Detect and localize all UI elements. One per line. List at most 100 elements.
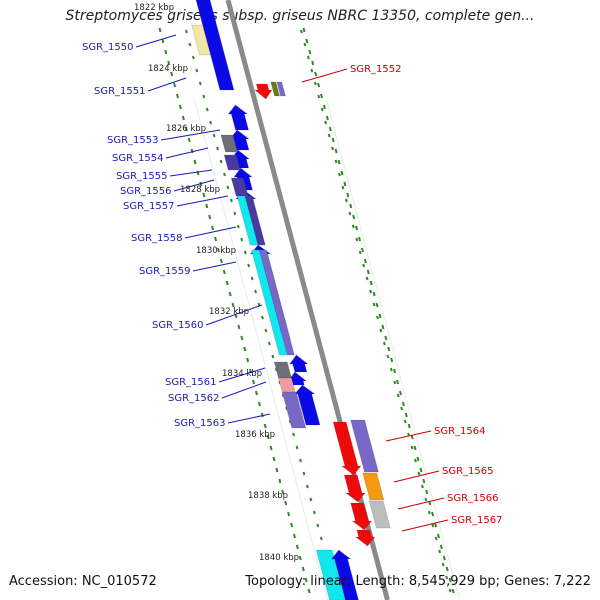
leader-line [385, 430, 432, 442]
tick [190, 148, 194, 154]
ruler-label: 1840 kbp [259, 553, 299, 563]
tick [198, 81, 202, 86]
tick [263, 423, 267, 429]
tick [254, 289, 258, 294]
tick [434, 522, 438, 528]
tick [229, 198, 233, 203]
tick [393, 368, 397, 374]
tick [448, 588, 452, 593]
gene-label-left: SGR_1554 [112, 153, 164, 164]
tick [427, 510, 431, 515]
ruler-label: 1828 kbp [180, 185, 220, 195]
tick [379, 328, 383, 333]
tick [348, 211, 352, 216]
gene-sgr-1552 [253, 83, 273, 100]
tick [305, 484, 309, 489]
tick [184, 126, 188, 132]
tick [185, 29, 188, 34]
gene-sgr-1551-block [195, 0, 235, 91]
ruler-label: 1834 kbp [222, 369, 262, 379]
tick [382, 341, 386, 346]
tick [346, 192, 350, 198]
tick [396, 379, 400, 385]
ruler-label: 1836 kbp [235, 430, 275, 440]
tick [312, 510, 316, 515]
tick [401, 401, 405, 407]
tick [308, 49, 312, 55]
tick [178, 104, 182, 110]
tick [338, 172, 341, 177]
lane-boundary [194, 99, 328, 600]
tick [164, 49, 168, 55]
tick [161, 38, 165, 44]
tick [360, 247, 364, 253]
map-title: Streptomyces griseus subsp. griseus NBRC… [65, 8, 535, 24]
tick [341, 185, 345, 190]
gene-sgr-1566 [350, 502, 373, 531]
tick [302, 471, 306, 476]
tick [325, 115, 329, 121]
tick [416, 456, 420, 462]
tick [317, 82, 321, 88]
leader-line [160, 129, 221, 141]
accession-text: Accession: NC_010572 [9, 574, 157, 589]
tick [434, 536, 438, 541]
tick [223, 172, 226, 177]
tick [431, 523, 435, 528]
gene-label-left: SGR_1553 [107, 135, 159, 146]
gene-purple-1563 [281, 391, 307, 429]
tick [314, 71, 318, 77]
tick [257, 401, 261, 407]
tick [287, 511, 291, 517]
tick-marks [158, 27, 455, 594]
tick [176, 93, 180, 99]
gene-sgr-1561 [288, 354, 310, 373]
tick [243, 346, 247, 352]
tick [358, 236, 362, 242]
tick [240, 335, 244, 341]
tick [211, 225, 215, 231]
tick [352, 214, 356, 220]
tick [375, 302, 379, 308]
tick [299, 458, 302, 463]
gene-sgr-1553 [227, 104, 250, 131]
tick [396, 393, 400, 398]
gene-orange-1565 [362, 472, 385, 501]
tick [420, 484, 424, 489]
leader-line [401, 519, 449, 532]
tick [327, 133, 331, 138]
gene-sgr-1565 [343, 474, 367, 503]
tick [376, 315, 379, 320]
tick [320, 93, 324, 99]
tick [236, 224, 240, 229]
tick [320, 107, 324, 112]
tick [181, 115, 185, 121]
tick [378, 313, 382, 319]
tick [191, 55, 195, 60]
tick [304, 577, 308, 583]
leader-line [393, 470, 440, 483]
gene-label-left: SGR_1556 [120, 186, 172, 197]
gene-label-right: SGR_1552 [350, 64, 402, 75]
tick [322, 104, 326, 110]
tick [334, 148, 338, 154]
gene-label-left: SGR_1555 [116, 171, 168, 182]
lane-boundary [326, 99, 460, 600]
tick [228, 291, 232, 297]
tick [324, 120, 328, 125]
ruler-label: 1838 kbp [248, 491, 288, 501]
tick [417, 471, 421, 476]
gene-olive-1552 [270, 81, 281, 97]
tick [212, 133, 216, 138]
tick [216, 247, 220, 253]
tick [313, 81, 317, 86]
tick [272, 456, 276, 462]
ruler-label: 1826 kbp [166, 124, 206, 134]
tick [275, 467, 279, 473]
tick [331, 146, 335, 151]
leader-line [184, 226, 237, 239]
tick [188, 42, 192, 47]
tick [358, 250, 362, 255]
tick [254, 390, 258, 396]
tick [439, 544, 443, 550]
